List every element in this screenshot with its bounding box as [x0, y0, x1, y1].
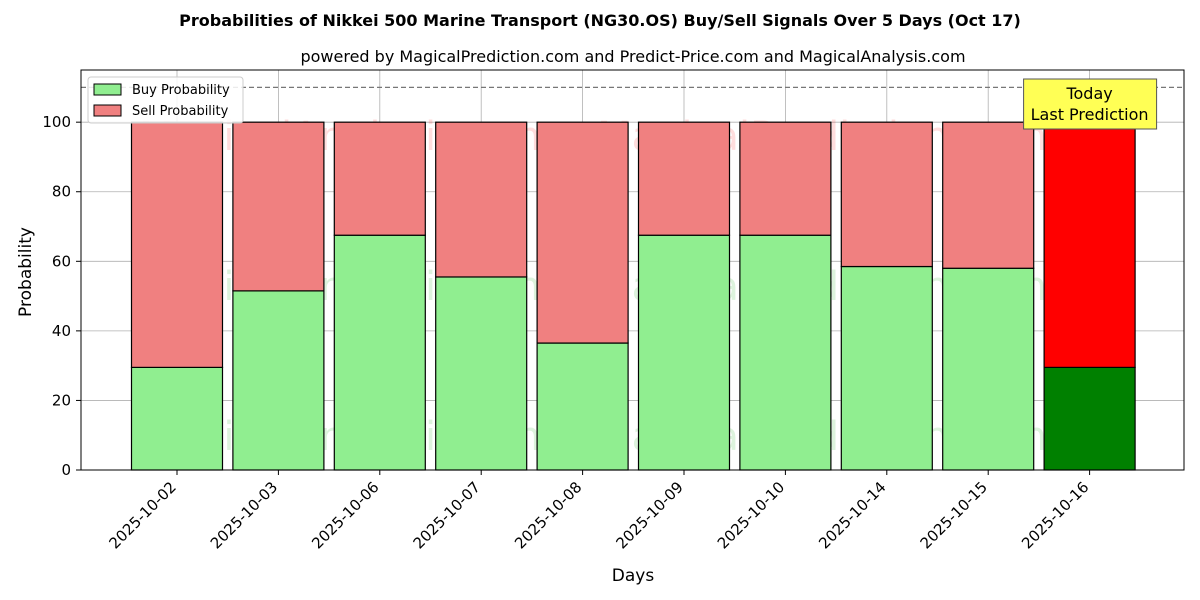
legend-label: Sell Probability: [132, 104, 229, 119]
y-tick-label: 80: [52, 183, 71, 201]
chart-title: Probabilities of Nikkei 500 Marine Trans…: [179, 11, 1021, 30]
today-annotation: Today Last Prediction: [1023, 78, 1158, 130]
x-axis-ticks: 2025-10-02 2025-10-03 2025-10-06 2025-10-07…: [105, 470, 1092, 552]
y-axis-label: Probability: [16, 227, 36, 317]
bar-buy: [333, 234, 426, 471]
legend-swatch: [93, 83, 122, 96]
x-axis-label: Days: [612, 566, 655, 586]
bar-buy: [232, 290, 325, 471]
y-tick-label: 60: [52, 252, 71, 270]
y-tick-label: 20: [52, 391, 71, 409]
annotation-line-2: Last Prediction: [1031, 105, 1149, 124]
bar-buy: [739, 234, 832, 471]
x-tick-label: 2025-10-03: [207, 478, 281, 552]
bar-buy: [536, 342, 629, 471]
bars: [130, 121, 1136, 471]
plot-frame: [80, 69, 1185, 471]
y-tick-label: 40: [52, 322, 71, 340]
y-tick-label: 100: [42, 113, 71, 131]
x-tick-label: 2025-10-14: [815, 478, 889, 552]
y-tick-label: 0: [61, 461, 71, 479]
x-tick-label: 2025-10-07: [410, 478, 484, 552]
legend-box: [87, 76, 244, 124]
bar-buy: [637, 234, 731, 471]
bar-sell: [1043, 121, 1136, 368]
bar-buy: [942, 267, 1035, 471]
x-tick-label: 2025-10-16: [1018, 478, 1092, 552]
x-tick-label: 2025-10-10: [714, 478, 788, 552]
annotation-line-1: Today: [1065, 84, 1112, 103]
bar-sell: [840, 121, 933, 268]
x-tick-label: 2025-10-02: [105, 478, 179, 552]
bar-sell: [232, 121, 325, 292]
y-axis-ticks: 0 20 40 60 80 100: [42, 113, 81, 479]
bar-buy: [1043, 366, 1136, 471]
x-tick-label: 2025-10-15: [917, 478, 991, 552]
bar-buy: [435, 276, 528, 471]
bar-sell: [435, 121, 528, 278]
bar-buy: [840, 265, 933, 471]
bar-sell: [637, 121, 731, 236]
bar-sell: [942, 121, 1035, 269]
bar-sell: [536, 121, 629, 344]
legend-label: Buy Probability: [132, 83, 230, 98]
bar-sell: [333, 121, 426, 236]
legend: Buy Probability Sell Probability: [87, 76, 244, 124]
annotation-box: [1023, 78, 1158, 130]
x-tick-label: 2025-10-08: [511, 478, 585, 552]
bar-buy: [130, 366, 224, 471]
legend-swatch: [93, 104, 122, 117]
bar-sell: [739, 121, 832, 236]
x-tick-label: 2025-10-09: [612, 478, 686, 552]
x-tick-label: 2025-10-06: [308, 478, 382, 552]
bar-sell: [130, 121, 224, 368]
chart-subtitle: powered by MagicalPrediction.com and Pre…: [300, 47, 965, 66]
